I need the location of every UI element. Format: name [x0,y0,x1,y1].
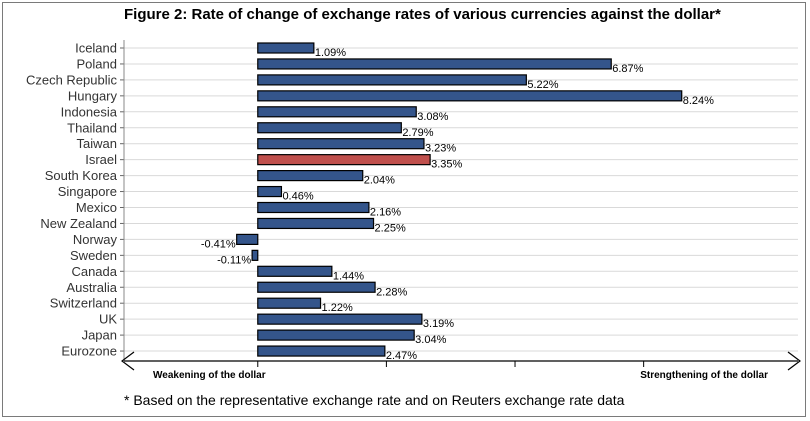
category-label: Japan [82,328,117,343]
category-label: Iceland [75,41,117,56]
data-labels: 1.09% 6.87% 5.22% 8.24% 3.08% 2.79% 3.23% 3.35%… [201,47,714,362]
bar [257,90,683,102]
category-label: UK [99,312,117,327]
right-arrow-head [787,351,801,371]
bars [236,42,683,357]
data-label: 1.22% [322,302,353,314]
bar [257,313,423,325]
data-label: 3.23% [425,143,456,155]
category-label: Eurozone [61,344,117,359]
category-label: Australia [66,280,117,295]
category-label: Czech Republic [26,72,118,87]
data-label: 6.87% [612,63,643,75]
bar [257,185,283,198]
bar [257,297,322,309]
bar [236,233,259,245]
category-label: Indonesia [61,104,118,119]
bar [257,170,364,182]
bar [257,154,431,166]
footnote: * Based on the representative exchange r… [124,392,625,408]
x-ticks [257,361,645,367]
bar [257,138,425,150]
category-label: New Zealand [40,216,117,231]
data-label: 5.22% [527,79,558,91]
data-label: 3.35% [431,159,462,171]
data-label: 3.19% [423,318,454,330]
category-label: Canada [71,264,117,279]
data-label: 2.28% [376,286,407,298]
category-label: Hungary [68,88,118,103]
category-label: Sweden [70,248,117,263]
data-label: -0.11% [217,254,251,266]
category-label: Switzerland [50,296,117,311]
data-label: 2.25% [375,222,406,234]
bar [257,281,376,293]
chart-frame [2,2,806,417]
data-label: 2.47% [386,350,417,362]
bar [257,106,417,118]
category-label: Taiwan [77,136,117,151]
bar [257,58,612,70]
category-label: Thailand [67,120,117,135]
data-label: 2.79% [402,127,433,139]
data-label: 1.09% [315,47,346,59]
data-label: 1.44% [333,270,364,282]
category-label: Singapore [58,184,117,199]
category-label: Israel [85,152,117,167]
axis-right-label: Strengthening of the dollar [640,370,768,381]
category-label: Mexico [76,200,117,215]
bar [257,265,333,277]
data-label: 2.04% [364,175,395,187]
bar [257,74,527,86]
data-label: 0.46% [282,191,313,203]
category-label: Norway [73,232,118,247]
data-label: 8.24% [683,95,714,107]
axis-left-label: Weakening of the dollar [153,370,266,381]
data-label: -0.41% [201,238,236,250]
bar [257,329,415,341]
gridlines [120,40,798,361]
data-label: 3.08% [417,111,448,123]
category-label: South Korea [45,168,118,183]
bar [251,249,259,261]
bar [257,217,375,230]
data-label: 3.04% [415,334,446,346]
bar [257,122,402,134]
data-label: 2.16% [370,207,401,219]
bar [257,42,315,54]
bar [257,345,386,357]
x-axis: Weakening of the dollar Strengthening of… [121,351,801,381]
left-arrow-head [121,351,135,371]
bar [257,201,370,214]
category-label: Poland [77,56,117,71]
